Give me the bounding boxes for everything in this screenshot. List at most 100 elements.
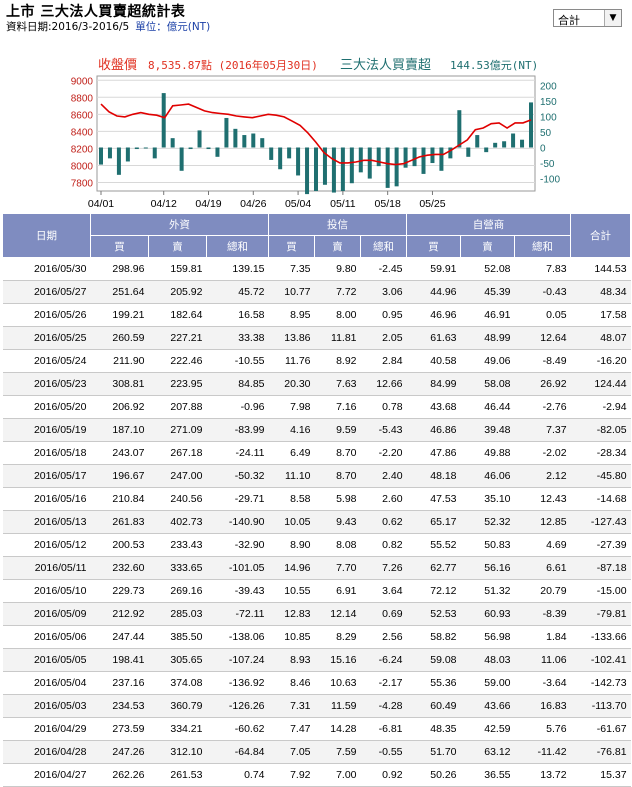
net-bar	[224, 117, 229, 148]
date-cell: 2016/05/11	[2, 556, 91, 580]
net-bar	[269, 147, 274, 160]
net-bar	[278, 147, 283, 170]
net-bar	[215, 147, 220, 157]
value-cell: 271.09	[148, 418, 207, 442]
period-text: 資料日期:2016/3-2016/5	[6, 21, 130, 33]
value-cell: 7.35	[268, 257, 315, 281]
value-cell: 251.64	[90, 280, 149, 304]
value-cell: 308.81	[90, 372, 149, 396]
value-cell: 47.53	[406, 487, 461, 511]
value-cell: 9.80	[314, 257, 361, 281]
value-cell: 39.48	[460, 418, 515, 442]
value-cell: 14.96	[268, 556, 315, 580]
value-cell: -3.64	[514, 671, 571, 695]
value-cell: -10.55	[206, 349, 269, 373]
value-cell: -133.66	[570, 625, 631, 649]
close-line	[100, 103, 532, 166]
right-tick-label: 0	[540, 143, 546, 154]
value-cell: 3.64	[360, 579, 407, 603]
value-cell: 5.76	[514, 717, 571, 741]
value-cell: 48.99	[460, 326, 515, 350]
value-cell: 59.91	[406, 257, 461, 281]
value-cell: 262.26	[90, 763, 149, 787]
net-bar	[152, 147, 157, 159]
net-bar	[502, 141, 507, 148]
value-cell: 8.00	[314, 303, 361, 327]
value-cell: 49.06	[460, 349, 515, 373]
x-tick-label: 05/25	[419, 198, 445, 210]
value-cell: 7.83	[514, 257, 571, 281]
net-bar	[143, 147, 148, 149]
value-cell: 0.62	[360, 510, 407, 534]
net-bar	[475, 135, 480, 148]
net-bar	[331, 147, 336, 193]
value-cell: -76.81	[570, 740, 631, 764]
value-cell: -61.67	[570, 717, 631, 741]
net-bar	[367, 147, 372, 179]
value-cell: 51.70	[406, 740, 461, 764]
value-cell: 7.00	[314, 763, 361, 787]
chevron-down-icon[interactable]: ▼	[604, 10, 621, 26]
value-cell: -27.39	[570, 533, 631, 557]
value-cell: 5.98	[314, 487, 361, 511]
table-row: 2016/05/13 261.83 402.73 -140.90 10.05 9.43 0.…	[2, 510, 631, 534]
subheader-net: 總和	[514, 235, 572, 258]
value-cell: 0.74	[206, 763, 269, 787]
value-cell: 52.08	[460, 257, 515, 281]
value-cell: 11.10	[268, 464, 315, 488]
value-cell: -2.45	[360, 257, 407, 281]
header-date: 日期	[2, 213, 91, 258]
left-tick-label: 8600	[71, 110, 94, 121]
value-cell: 12.43	[514, 487, 571, 511]
value-cell: 234.53	[90, 694, 149, 718]
value-cell: 260.59	[90, 326, 149, 350]
value-cell: 3.06	[360, 280, 407, 304]
value-cell: 46.91	[460, 303, 515, 327]
date-cell: 2016/05/30	[2, 257, 91, 281]
net-bar	[116, 147, 121, 175]
value-cell: 2.56	[360, 625, 407, 649]
value-cell: 222.46	[148, 349, 207, 373]
value-cell: 48.34	[570, 280, 631, 304]
value-cell: 7.72	[314, 280, 361, 304]
value-cell: -14.68	[570, 487, 631, 511]
net-bar	[233, 128, 238, 148]
net-bar	[466, 147, 471, 157]
net-bar	[529, 102, 533, 148]
value-cell: -79.81	[570, 602, 631, 626]
value-cell: 333.65	[148, 556, 207, 580]
net-bar	[349, 147, 354, 184]
value-cell: 56.16	[460, 556, 515, 580]
value-cell: -138.06	[206, 625, 269, 649]
value-cell: 8.95	[268, 303, 315, 327]
value-cell: -64.84	[206, 740, 269, 764]
value-cell: 59.08	[406, 648, 461, 672]
value-cell: -0.55	[360, 740, 407, 764]
value-cell: -140.90	[206, 510, 269, 534]
value-cell: 196.67	[90, 464, 149, 488]
value-cell: 8.92	[314, 349, 361, 373]
value-cell: 247.44	[90, 625, 149, 649]
value-cell: 48.03	[460, 648, 515, 672]
value-cell: 59.00	[460, 671, 515, 695]
net-bar	[99, 147, 103, 165]
net-bar	[412, 147, 417, 167]
value-cell: -127.43	[570, 510, 631, 534]
net-bar	[493, 142, 498, 148]
value-cell: 0.05	[514, 303, 571, 327]
value-cell: 60.49	[406, 694, 461, 718]
table-row: 2016/05/23 308.81 223.95 84.85 20.30 7.63 12.6…	[2, 372, 631, 396]
date-cell: 2016/05/27	[2, 280, 91, 304]
value-cell: 6.49	[268, 441, 315, 465]
net-bar	[287, 147, 292, 159]
x-tick-label: 05/18	[375, 198, 401, 210]
table-row: 2016/04/28 247.26 312.10 -64.84 7.05 7.59 -0.5…	[2, 740, 631, 764]
value-cell: 187.10	[90, 418, 149, 442]
value-cell: 247.26	[90, 740, 149, 764]
value-cell: 261.53	[148, 763, 207, 787]
close-value: 8,535.87點 (2016年05月30日)	[148, 58, 318, 72]
total-select[interactable]: 合計 ▼	[553, 9, 622, 27]
value-cell: -32.90	[206, 533, 269, 557]
header-foreign: 外資	[89, 213, 270, 236]
value-cell: 233.43	[148, 533, 207, 557]
